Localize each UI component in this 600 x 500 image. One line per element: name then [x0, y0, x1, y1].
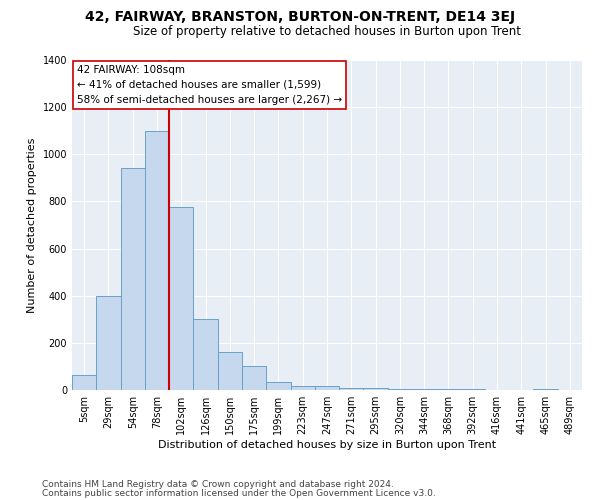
Bar	[315, 386, 339, 390]
Bar	[266, 382, 290, 390]
Text: Contains public sector information licensed under the Open Government Licence v3: Contains public sector information licen…	[42, 488, 436, 498]
Text: Contains HM Land Registry data © Crown copyright and database right 2024.: Contains HM Land Registry data © Crown c…	[42, 480, 394, 489]
Bar	[388, 389, 412, 390]
Bar	[145, 130, 169, 390]
Bar	[412, 389, 436, 390]
Bar	[533, 389, 558, 390]
Text: 42, FAIRWAY, BRANSTON, BURTON-ON-TRENT, DE14 3EJ: 42, FAIRWAY, BRANSTON, BURTON-ON-TRENT, …	[85, 10, 515, 24]
Bar	[242, 366, 266, 390]
Bar	[364, 388, 388, 390]
Bar	[169, 208, 193, 390]
Bar	[461, 389, 485, 390]
Bar	[339, 388, 364, 390]
Bar	[121, 168, 145, 390]
Bar	[218, 352, 242, 390]
Text: 42 FAIRWAY: 108sqm
← 41% of detached houses are smaller (1,599)
58% of semi-deta: 42 FAIRWAY: 108sqm ← 41% of detached hou…	[77, 65, 342, 104]
Bar	[436, 389, 461, 390]
Title: Size of property relative to detached houses in Burton upon Trent: Size of property relative to detached ho…	[133, 25, 521, 38]
Bar	[72, 374, 96, 390]
Bar	[290, 386, 315, 390]
Y-axis label: Number of detached properties: Number of detached properties	[27, 138, 37, 312]
Bar	[96, 296, 121, 390]
X-axis label: Distribution of detached houses by size in Burton upon Trent: Distribution of detached houses by size …	[158, 440, 496, 450]
Bar	[193, 320, 218, 390]
